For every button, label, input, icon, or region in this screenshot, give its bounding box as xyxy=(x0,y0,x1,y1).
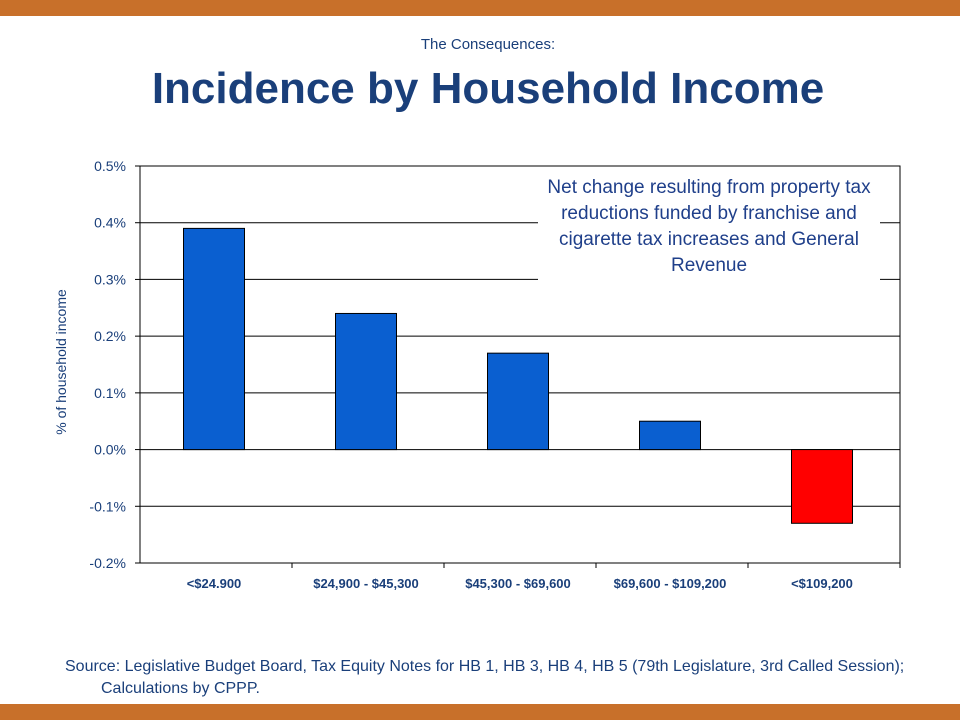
y-tick-label: 0.1% xyxy=(94,385,126,401)
bar-1 xyxy=(183,227,245,451)
y-tick-label: 0.3% xyxy=(94,271,126,287)
bar-3 xyxy=(487,352,549,451)
source-note: Source: Legislative Budget Board, Tax Eq… xyxy=(65,658,905,697)
y-axis-label: % of household income xyxy=(53,289,69,435)
y-tick-label: 0.2% xyxy=(94,328,126,344)
x-tick-label: $69,600 - $109,200 xyxy=(614,576,727,591)
y-tick-label: -0.2% xyxy=(89,555,126,571)
chart-annotation: Net change resulting from property tax r… xyxy=(538,174,880,316)
x-tick-label: $45,300 - $69,600 xyxy=(465,576,571,591)
page-title: Incidence by Household Income xyxy=(151,64,825,113)
x-tick-label: <$109,200 xyxy=(791,576,853,591)
y-tick-label: 0.4% xyxy=(94,215,126,231)
y-tick-label: -0.1% xyxy=(89,498,126,514)
page-subtitle: The Consequences: xyxy=(420,36,556,53)
y-tick-label: 0.5% xyxy=(94,158,126,174)
bottom-accent-bar xyxy=(0,704,960,720)
bar-4 xyxy=(639,420,701,451)
y-tick-label: 0.0% xyxy=(94,442,126,458)
bar-2 xyxy=(335,312,397,451)
x-tick-label: <$24.900 xyxy=(187,576,242,591)
bar-5 xyxy=(791,449,853,524)
plot-area xyxy=(139,165,901,564)
x-tick-label: $24,900 - $45,300 xyxy=(313,576,419,591)
top-accent-bar xyxy=(0,0,960,16)
